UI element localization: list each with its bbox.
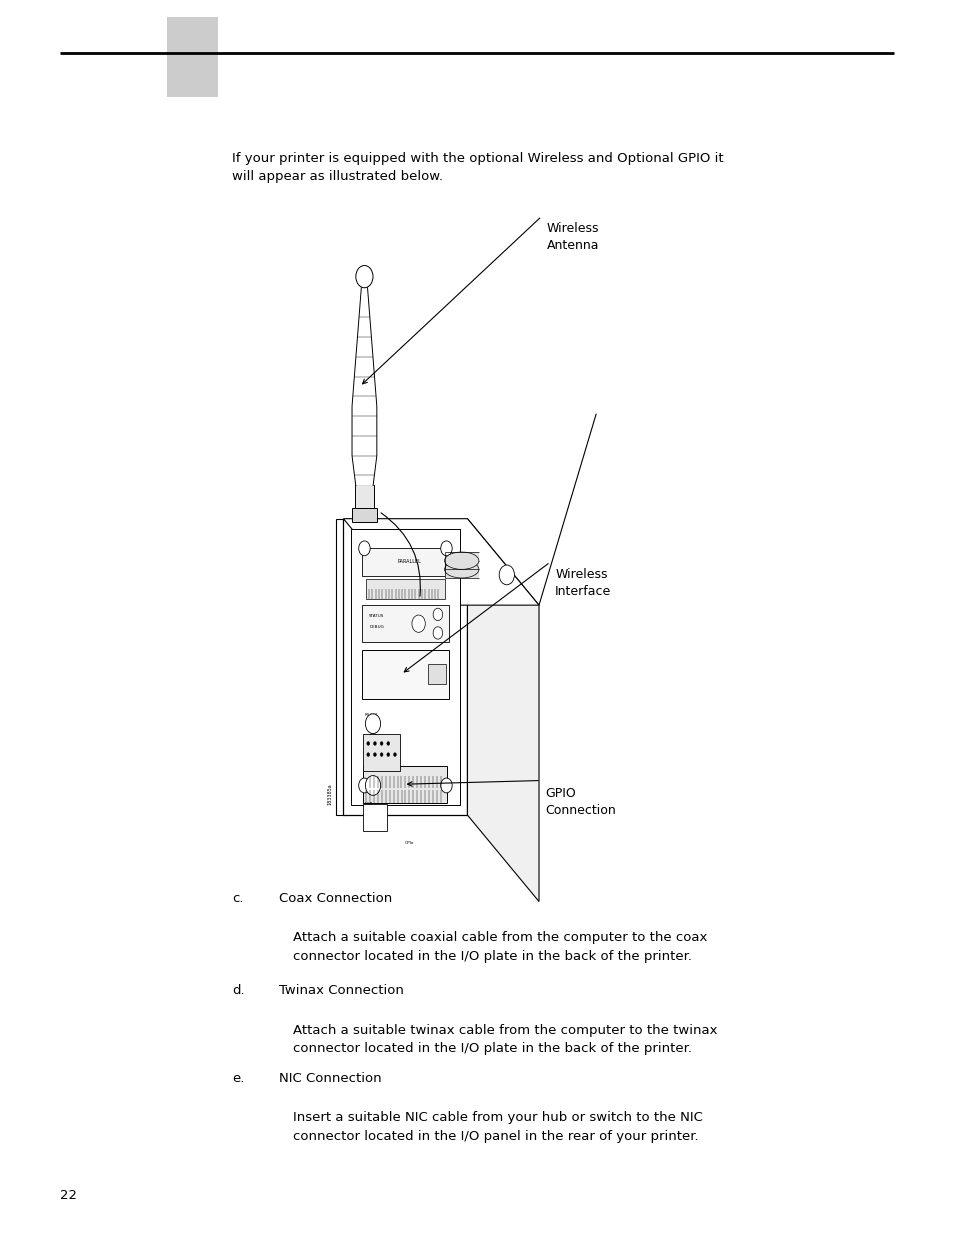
Circle shape [365, 714, 380, 734]
Circle shape [433, 627, 442, 640]
Bar [363, 804, 387, 831]
Text: STATUS: STATUS [369, 614, 384, 618]
Text: NIC Connection: NIC Connection [278, 1072, 381, 1086]
Text: Coax Connection: Coax Connection [278, 892, 392, 905]
Bar [343, 519, 467, 815]
Circle shape [366, 753, 369, 757]
Circle shape [374, 741, 375, 746]
Text: Twinax Connection: Twinax Connection [278, 984, 403, 998]
Text: Wireless
Interface: Wireless Interface [555, 568, 611, 598]
Circle shape [387, 753, 389, 757]
Text: Insert a suitable NIC cable from your hub or switch to the NIC
connector located: Insert a suitable NIC cable from your hu… [293, 1112, 702, 1144]
Text: USB: USB [364, 802, 373, 805]
Circle shape [379, 753, 382, 757]
Circle shape [412, 615, 425, 632]
Circle shape [374, 753, 375, 757]
Polygon shape [467, 519, 538, 902]
Ellipse shape [444, 552, 478, 569]
Polygon shape [343, 519, 538, 605]
Circle shape [366, 741, 369, 746]
Bar [351, 529, 459, 805]
Text: Wireless
Antenna: Wireless Antenna [546, 222, 598, 252]
Circle shape [365, 776, 380, 795]
Bar [361, 650, 449, 699]
Text: c.: c. [232, 892, 243, 905]
Circle shape [433, 609, 442, 621]
Bar [361, 605, 449, 642]
Ellipse shape [444, 561, 478, 578]
Text: e.: e. [232, 1072, 244, 1086]
Bar [167, 17, 217, 98]
Text: GPIO
Connection: GPIO Connection [545, 787, 616, 816]
Bar [444, 552, 478, 569]
Text: PARALLEL: PARALLEL [397, 559, 421, 564]
Circle shape [355, 266, 373, 288]
Circle shape [440, 778, 452, 793]
Bar [366, 579, 444, 599]
Bar [361, 548, 449, 576]
Text: RS232: RS232 [364, 713, 377, 716]
Bar [444, 561, 478, 578]
Circle shape [393, 753, 396, 757]
Bar [363, 766, 447, 803]
Circle shape [365, 734, 380, 753]
Bar [355, 485, 374, 508]
Circle shape [387, 741, 389, 746]
Bar [335, 519, 347, 815]
Text: Attach a suitable coaxial cable from the computer to the coax
connector located : Attach a suitable coaxial cable from the… [293, 931, 706, 963]
Text: GPIo: GPIo [405, 841, 415, 845]
Circle shape [358, 778, 370, 793]
Bar [363, 734, 399, 771]
Bar [352, 508, 376, 522]
Circle shape [498, 566, 514, 585]
Circle shape [358, 541, 370, 556]
Text: 183385a: 183385a [327, 783, 332, 805]
Text: If your printer is equipped with the optional Wireless and Optional GPIO it
will: If your printer is equipped with the opt… [232, 152, 722, 184]
Circle shape [379, 741, 382, 746]
Circle shape [440, 541, 452, 556]
Bar [428, 664, 445, 684]
Text: DEBUG: DEBUG [369, 625, 384, 629]
Text: d.: d. [232, 984, 244, 998]
Text: 22: 22 [60, 1188, 77, 1202]
Text: Attach a suitable twinax cable from the computer to the twinax
connector located: Attach a suitable twinax cable from the … [293, 1024, 717, 1056]
